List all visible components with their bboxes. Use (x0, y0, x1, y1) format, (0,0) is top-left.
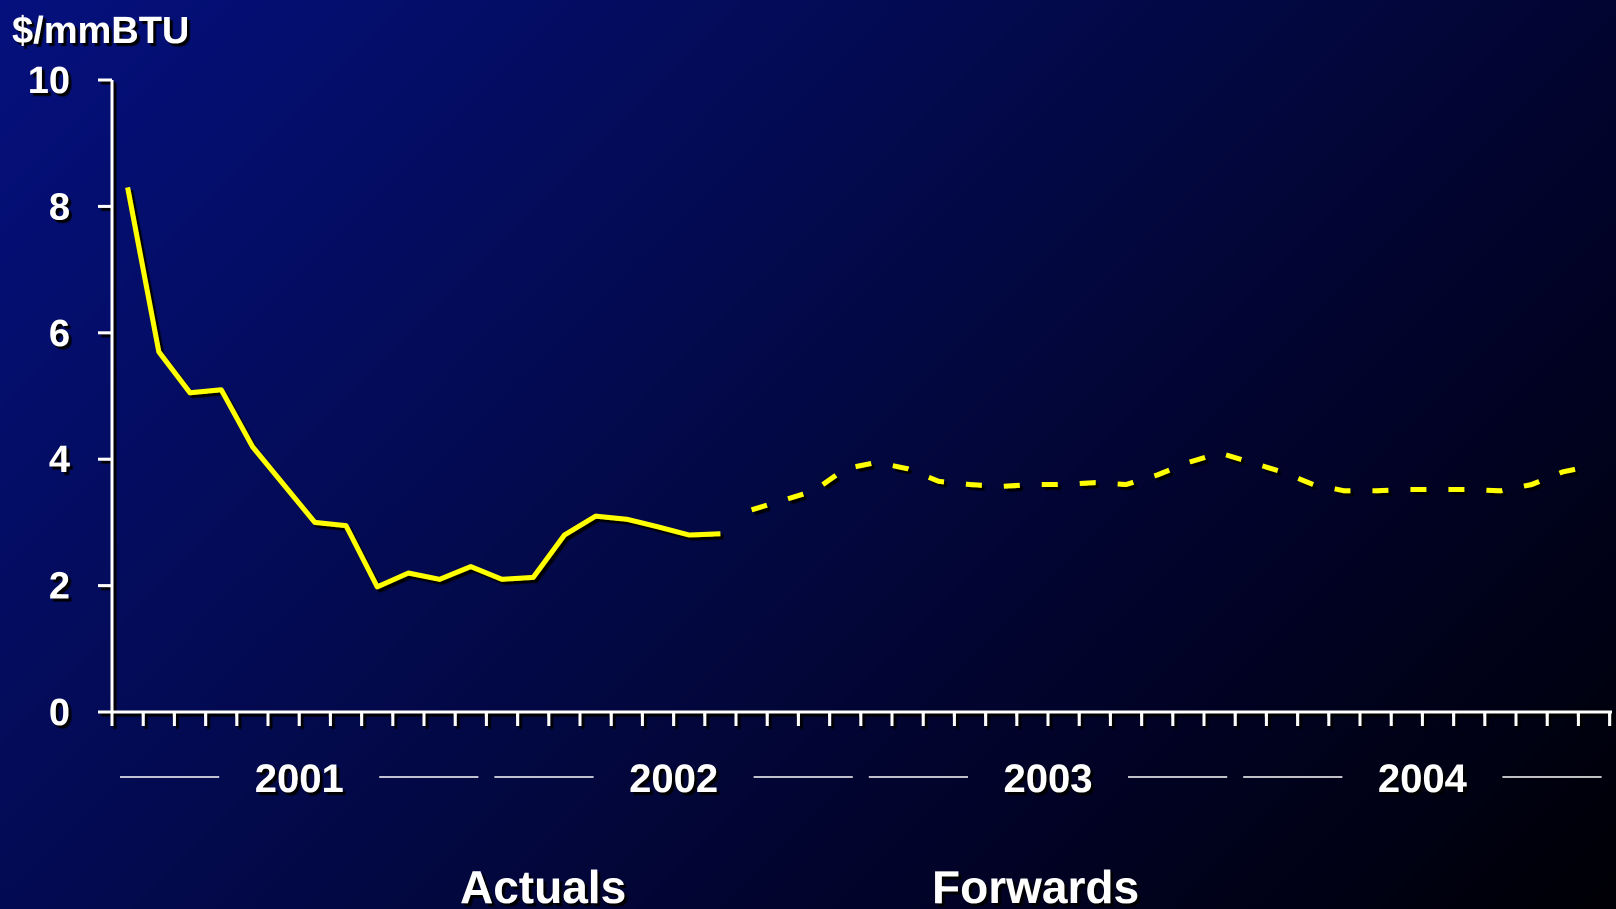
y-tick-label: 4 (49, 439, 70, 481)
y-axis-label: $/mmBTU (12, 10, 189, 52)
legend-forwards-label: Forwards (932, 861, 1139, 909)
y-tick-label: 10 (28, 60, 70, 102)
axes (98, 78, 1612, 726)
year-label: 2003 (1004, 757, 1093, 801)
y-tick-label: 0 (49, 692, 70, 734)
y-tick-label: 6 (49, 313, 70, 355)
y-tick-label: 8 (49, 186, 70, 228)
y-tick-label: 2 (49, 566, 70, 608)
year-label: 2001 (255, 757, 344, 801)
y-tick-labels: 0 2 4 6 8 10 (28, 60, 70, 734)
series-actuals-line (125, 186, 721, 590)
legend: Actuals Forwards (344, 861, 1139, 909)
legend-actuals-label: Actuals (460, 861, 626, 909)
series-layer (125, 186, 1595, 590)
year-labels: 2001 2002 2003 2004 (120, 757, 1602, 801)
series-forwards-line (750, 450, 1595, 513)
year-label: 2002 (629, 757, 718, 801)
year-label: 2004 (1378, 757, 1468, 801)
